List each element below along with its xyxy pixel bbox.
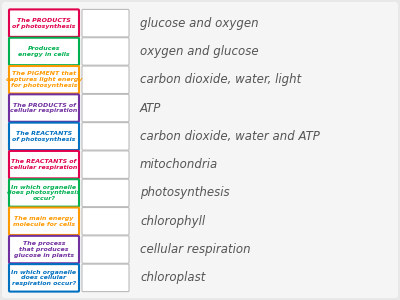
FancyBboxPatch shape (9, 264, 79, 292)
FancyBboxPatch shape (9, 208, 79, 235)
FancyBboxPatch shape (82, 9, 129, 37)
FancyBboxPatch shape (82, 179, 129, 207)
Text: chlorophyll: chlorophyll (140, 215, 205, 228)
FancyBboxPatch shape (9, 94, 79, 122)
FancyBboxPatch shape (9, 151, 79, 178)
FancyBboxPatch shape (9, 66, 79, 94)
Text: mitochondria: mitochondria (140, 158, 218, 171)
FancyBboxPatch shape (82, 208, 129, 235)
Text: In which organelle
does cellular
respiration occur?: In which organelle does cellular respira… (12, 270, 76, 286)
FancyBboxPatch shape (2, 2, 398, 298)
FancyBboxPatch shape (9, 9, 79, 37)
FancyBboxPatch shape (9, 179, 79, 207)
Text: The REACTANTS of
cellular respiration: The REACTANTS of cellular respiration (10, 159, 78, 170)
FancyBboxPatch shape (82, 38, 129, 65)
Text: The process
that produces
glucose in plants: The process that produces glucose in pla… (14, 241, 74, 258)
Text: In which organelle
does photosynthesis
occur?: In which organelle does photosynthesis o… (8, 185, 80, 201)
Text: carbon dioxide, water, light: carbon dioxide, water, light (140, 73, 301, 86)
FancyBboxPatch shape (9, 236, 79, 263)
Text: The main energy
molecule for cells: The main energy molecule for cells (13, 216, 75, 227)
FancyBboxPatch shape (82, 123, 129, 150)
Text: cellular respiration: cellular respiration (140, 243, 251, 256)
Text: ATP: ATP (140, 101, 161, 115)
Text: The PIGMENT that
captures light energy
for photosynthesis: The PIGMENT that captures light energy f… (6, 71, 82, 88)
Text: carbon dioxide, water and ATP: carbon dioxide, water and ATP (140, 130, 320, 143)
FancyBboxPatch shape (9, 38, 79, 65)
FancyBboxPatch shape (82, 236, 129, 263)
Text: Produces
energy in cells: Produces energy in cells (18, 46, 70, 57)
Text: The PRODUCTS of
cellular respiration: The PRODUCTS of cellular respiration (10, 103, 78, 113)
Text: The PRODUCTS
of photosynthesis: The PRODUCTS of photosynthesis (12, 18, 76, 28)
Text: oxygen and glucose: oxygen and glucose (140, 45, 259, 58)
Text: glucose and oxygen: glucose and oxygen (140, 16, 259, 30)
Text: chloroplast: chloroplast (140, 272, 205, 284)
FancyBboxPatch shape (82, 66, 129, 94)
FancyBboxPatch shape (82, 264, 129, 292)
FancyBboxPatch shape (82, 151, 129, 178)
FancyBboxPatch shape (9, 123, 79, 150)
FancyBboxPatch shape (82, 94, 129, 122)
Text: The REACTANTS
of photosynthesis: The REACTANTS of photosynthesis (12, 131, 76, 142)
Text: photosynthesis: photosynthesis (140, 187, 230, 200)
